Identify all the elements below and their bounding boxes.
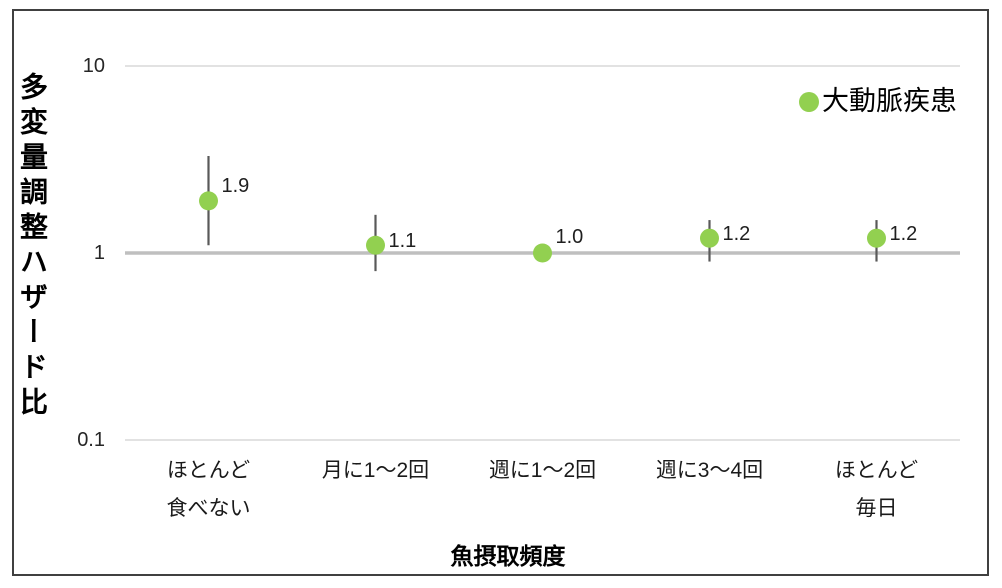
data-point-label: 1.9 (221, 174, 250, 197)
legend-marker-icon (799, 91, 819, 112)
data-point (700, 228, 719, 248)
x-category-label: 月に1〜2回 (321, 459, 430, 482)
data-point-label: 1.2 (889, 223, 918, 246)
legend-label: 大動脈疾患 (822, 86, 957, 116)
data-point (533, 243, 552, 263)
y-tick-label: 10 (82, 55, 105, 77)
x-category-label: 週に1〜2回 (488, 459, 597, 482)
x-axis-title: 魚摂取頻度 (450, 543, 566, 569)
data-point-label: 1.0 (555, 226, 584, 248)
data-point-label: 1.1 (388, 230, 417, 253)
data-point (366, 235, 385, 255)
x-category-label: 週に3〜4回 (655, 459, 764, 482)
data-point (199, 191, 218, 211)
y-tick-label: 0.1 (77, 429, 105, 451)
legend: 大動脈疾患 (799, 86, 957, 117)
x-category-label: ほとんど 食べない (166, 459, 251, 520)
data-point-label: 1.2 (722, 223, 751, 246)
chart-frame (12, 9, 989, 576)
data-point (867, 228, 886, 248)
y-tick-label: 1 (93, 242, 105, 264)
y-axis-title: 多変量調整ハザード比 (17, 72, 48, 422)
x-category-label: ほとんど 毎日 (834, 459, 919, 520)
